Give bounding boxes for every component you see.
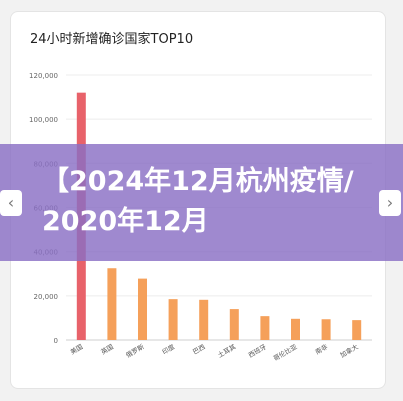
x-tick-label: 西班牙 [247,342,269,360]
bar [291,318,300,340]
x-tick-label: 土耳其 [216,342,238,360]
y-tick-label: 20,000 [34,293,59,301]
bar [199,299,209,340]
bar [352,320,362,340]
bar [229,309,239,340]
x-tick-label: 加拿大 [338,342,360,360]
x-tick-label: 印度 [160,342,176,357]
y-tick-label: 100,000 [29,116,58,124]
x-tick-label: 俄罗斯 [124,342,146,360]
bar [168,299,178,340]
x-tick-label: 巴西 [191,343,207,357]
bar [107,268,117,340]
headline-banner [0,144,403,261]
headline-text: 【2024年12月杭州疫情/2020年12月 [42,166,354,237]
next-arrow-button[interactable]: › [379,190,401,216]
x-tick-label: 南非 [313,342,329,357]
chart-title: 24小时新增确诊国家TOP10 [30,32,194,47]
y-tick-label: 0 [54,337,58,345]
bar [138,278,147,340]
bar [321,319,331,340]
y-tick-label: 120,000 [29,72,58,80]
bar [260,316,270,340]
x-tick-label: 美国 [69,342,85,356]
x-tick-label: 哥伦比亚 [271,342,298,363]
x-tick-label: 英国 [99,342,115,356]
prev-arrow-button[interactable]: ‹ [0,190,22,216]
